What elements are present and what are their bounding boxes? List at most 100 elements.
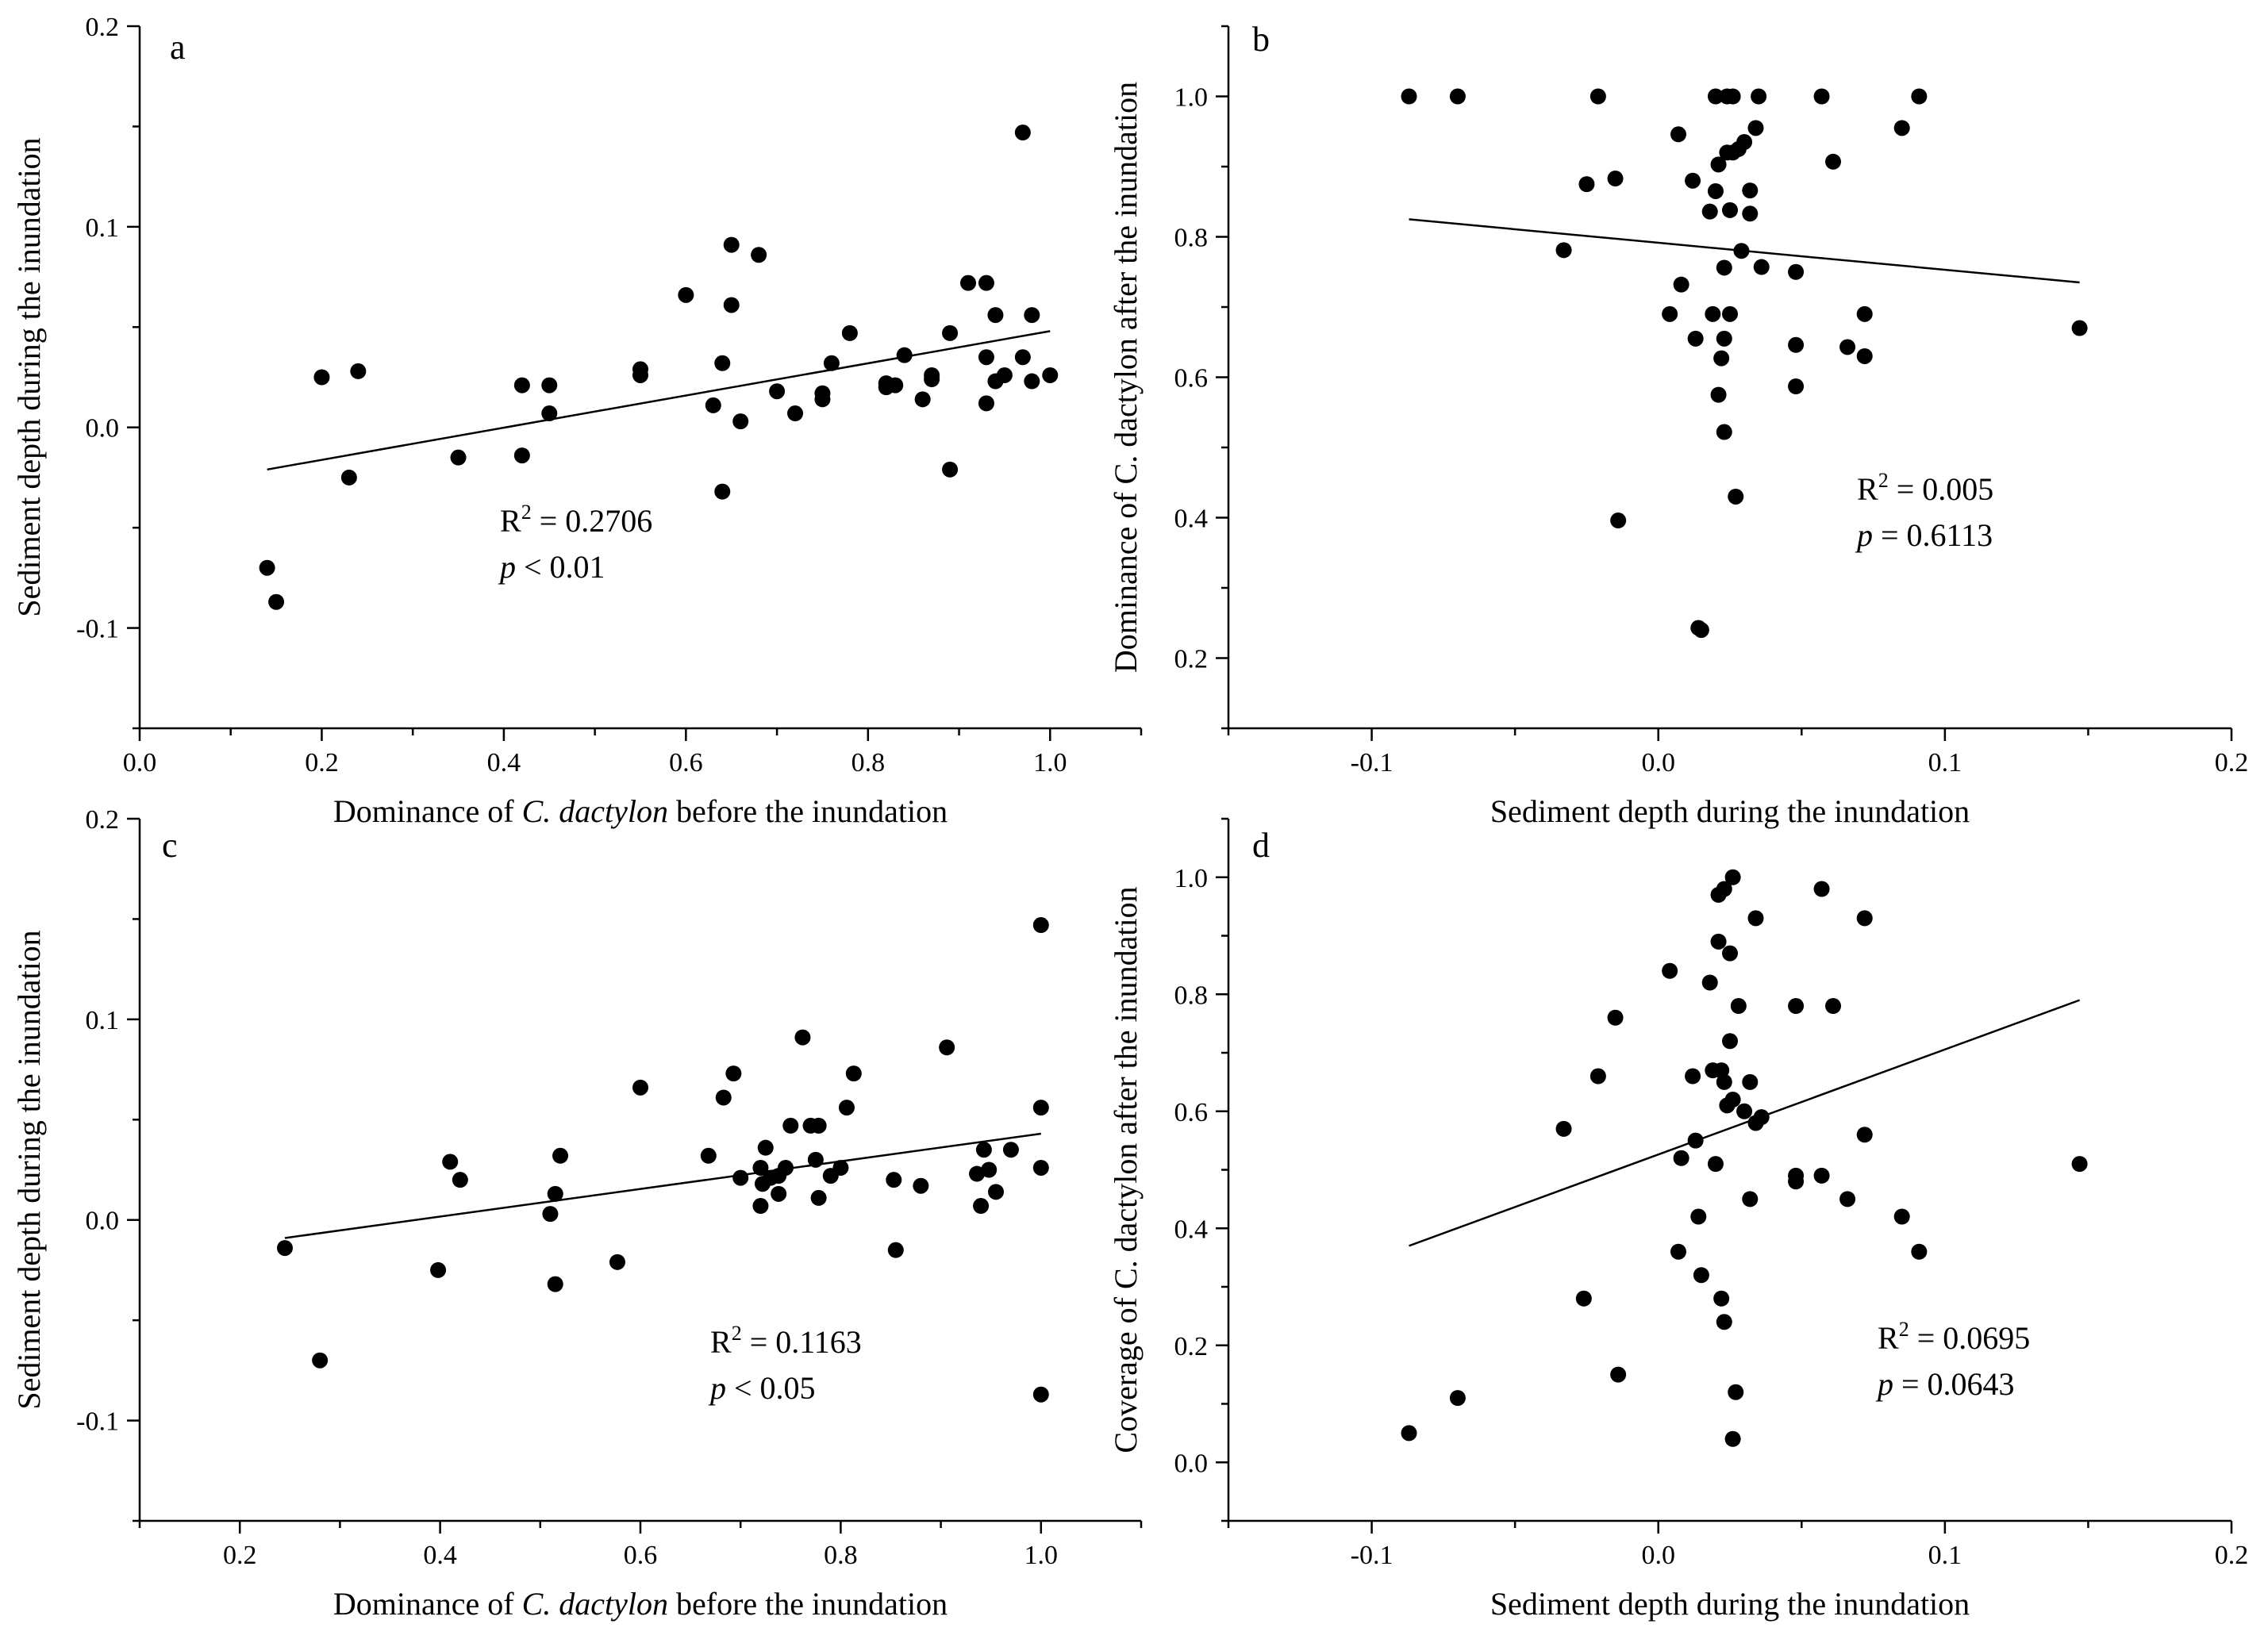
data-point (1742, 1191, 1759, 1207)
data-point (1788, 998, 1805, 1014)
data-point (1722, 1033, 1738, 1050)
data-point (1716, 424, 1732, 440)
data-point (1710, 156, 1727, 173)
data-point (632, 367, 648, 383)
data-point (2071, 320, 2088, 336)
r-squared-annotation: R2 = 0.1163 (710, 1322, 862, 1360)
regression-line (267, 330, 1051, 471)
panel-d: -0.1 0.0 0.1 0.2 0.0 0.2 0.4 0.6 0.8 1.0 Sediment … (1108, 817, 2248, 1622)
data-point (1673, 1150, 1689, 1166)
data-point (1662, 305, 1678, 322)
data-point (942, 461, 959, 478)
y-tick-label: 0.8 (1174, 981, 1209, 1010)
data-point (1590, 1068, 1606, 1085)
data-point (810, 1189, 827, 1206)
y-axis-label: Sediment depth during the inundation (11, 137, 47, 616)
data-point (541, 377, 558, 394)
data-point (340, 469, 357, 486)
p-value-annotation: p < 0.01 (498, 549, 605, 585)
data-point (1728, 488, 1744, 505)
data-point (1724, 869, 1741, 885)
data-point (752, 1198, 769, 1215)
data-point (752, 1159, 769, 1176)
x-tick-label: 0.4 (423, 1541, 457, 1570)
panel-b: -0.1 0.0 0.1 0.2 0.2 0.4 0.6 0.8 1.0 Sediment dep… (1108, 20, 2248, 829)
data-point (1747, 120, 1764, 136)
data-point (541, 405, 558, 422)
data-point (678, 286, 694, 303)
data-point (1693, 1267, 1709, 1284)
data-point (1788, 336, 1805, 353)
x-tick-label: 1.0 (1024, 1541, 1059, 1570)
p-value-annotation: p = 0.0643 (1875, 1366, 2015, 1402)
data-point (1555, 242, 1572, 259)
data-point (725, 1065, 742, 1082)
x-tick-label: 0.2 (305, 748, 339, 777)
data-point (1687, 330, 1704, 347)
data-point (1856, 347, 1873, 364)
y-tick-label: -0.1 (76, 1407, 119, 1437)
data-point (1856, 1127, 1873, 1143)
data-point (1705, 305, 1721, 322)
r-squared-annotation: R2 = 0.0695 (1878, 1318, 2030, 1356)
data-point (1713, 1290, 1730, 1307)
data-point (1722, 202, 1738, 218)
r-squared-annotation: R2 = 0.005 (1857, 469, 1993, 507)
data-point (769, 383, 786, 400)
y-tick-label: 0.1 (86, 1006, 120, 1035)
data-point (787, 405, 804, 422)
data-point (942, 324, 959, 341)
x-axis-label: Sediment depth during the inundation (1490, 793, 1970, 829)
data-point (1710, 933, 1727, 950)
x-tick-label: 0.0 (1641, 748, 1675, 777)
panel-letter: a (170, 28, 186, 67)
r-squared-annotation: R2 = 0.2706 (500, 501, 652, 539)
data-point (1578, 176, 1595, 193)
y-tick-label: 0.2 (1174, 645, 1209, 674)
data-point (714, 483, 731, 500)
data-point (1710, 386, 1727, 403)
x-tick-label: 0.0 (123, 748, 157, 777)
data-point (1911, 88, 1928, 105)
data-point (1724, 88, 1741, 105)
data-point (996, 367, 1013, 383)
data-point (513, 377, 530, 394)
data-point (700, 1147, 717, 1164)
y-tick-label: 0.4 (1174, 505, 1209, 534)
x-tick-label: 0.1 (1928, 748, 1962, 777)
data-point (981, 1161, 998, 1178)
data-point (732, 1169, 749, 1186)
data-point (1716, 1314, 1732, 1330)
data-point (259, 559, 275, 576)
data-point (1701, 974, 1718, 991)
data-point (723, 236, 740, 253)
data-point (1701, 203, 1718, 220)
data-point (1733, 243, 1750, 259)
data-point (1788, 378, 1805, 395)
data-point (823, 355, 840, 371)
data-point (450, 449, 467, 466)
data-point (1753, 259, 1770, 275)
data-point (1032, 1386, 1049, 1403)
data-point (845, 1065, 862, 1082)
x-tick-label: 1.0 (1033, 748, 1067, 777)
data-point (2071, 1156, 2088, 1173)
x-axis-label: Dominance of C. dactylon before the inun… (333, 793, 948, 829)
data-point (552, 1147, 569, 1164)
data-point (609, 1253, 625, 1270)
data-point (1856, 910, 1873, 927)
data-point (771, 1185, 787, 1202)
regression-line (1409, 999, 2081, 1247)
data-point (838, 1100, 855, 1116)
data-point (1911, 1243, 1928, 1260)
data-point (978, 395, 994, 412)
data-point (1813, 881, 1830, 897)
y-tick-label: 0.0 (1174, 1449, 1209, 1478)
y-axis-label: Coverage of C. dactylon after the inunda… (1108, 886, 1144, 1453)
data-point (887, 377, 904, 394)
data-point (276, 1240, 293, 1257)
data-point (1707, 182, 1724, 199)
x-tick-label: 0.6 (624, 1541, 658, 1570)
data-point (751, 247, 767, 263)
